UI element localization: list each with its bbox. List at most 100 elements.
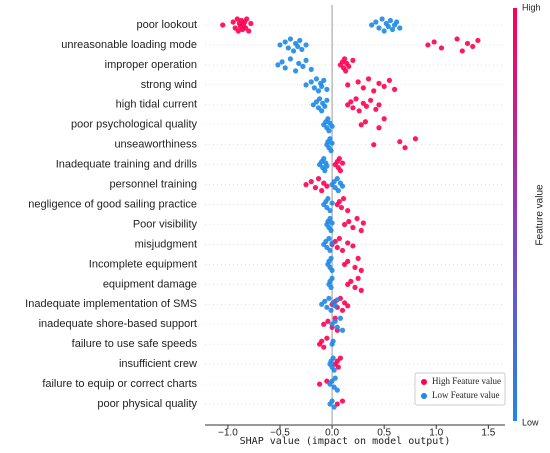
dot <box>230 19 236 25</box>
dot <box>376 80 382 86</box>
dot <box>315 176 322 182</box>
dot <box>368 97 374 103</box>
dot <box>285 45 291 51</box>
y-tick-label: poor lookout <box>136 19 197 31</box>
dot <box>303 57 309 64</box>
dot <box>308 179 314 185</box>
dot <box>369 22 375 28</box>
dot <box>248 20 254 27</box>
x-tick-label: −0.5 <box>270 428 290 439</box>
dot <box>412 136 419 142</box>
dot <box>475 37 481 44</box>
dot <box>360 220 366 226</box>
y-tick-label: improper operation <box>105 59 197 71</box>
dot <box>308 66 314 72</box>
dot <box>325 318 331 324</box>
dot <box>300 63 306 69</box>
dot <box>376 125 382 131</box>
dot <box>350 243 356 249</box>
dot <box>339 183 346 189</box>
x-tick-label: 1.5 <box>481 428 495 439</box>
legend-marker <box>421 379 427 385</box>
dot <box>464 40 471 47</box>
dot <box>339 247 346 254</box>
y-tick-label: failure to equip or correct charts <box>42 378 197 390</box>
dot <box>282 39 288 45</box>
dot <box>381 83 387 89</box>
dot <box>352 264 358 270</box>
dot <box>324 304 330 310</box>
y-tick-label: Inadequate implementation of SMS <box>25 298 197 310</box>
dot <box>334 387 340 393</box>
dot <box>328 255 334 261</box>
dot <box>308 79 314 85</box>
dot <box>235 28 241 34</box>
dot <box>322 168 328 174</box>
dot <box>312 185 319 191</box>
legend-marker <box>421 393 427 399</box>
y-tick-label: strong wind <box>141 79 197 91</box>
y-tick-label: failure to use safe speeds <box>72 338 198 350</box>
dot <box>326 235 332 242</box>
dot <box>335 188 341 194</box>
dot <box>373 19 379 25</box>
dot <box>336 235 342 242</box>
dot <box>220 22 226 28</box>
dot <box>337 315 344 321</box>
dot <box>385 23 391 30</box>
dot <box>303 82 309 88</box>
dot <box>295 43 301 50</box>
dot <box>327 247 333 254</box>
dot <box>332 303 338 309</box>
dot <box>316 96 323 102</box>
dot <box>324 183 330 189</box>
dot <box>339 327 346 333</box>
dot <box>282 65 288 71</box>
dot <box>363 103 370 109</box>
dot <box>352 284 358 290</box>
dot <box>335 364 341 370</box>
dot <box>358 227 364 234</box>
x-tick-label: 0.5 <box>377 428 391 439</box>
dot <box>315 88 322 94</box>
dot <box>246 28 252 34</box>
dot <box>350 224 356 231</box>
dot <box>360 85 366 91</box>
dot <box>327 207 333 214</box>
dot <box>343 68 349 74</box>
dot <box>324 97 330 103</box>
dot <box>325 116 331 122</box>
dot <box>358 267 364 273</box>
dot <box>279 59 285 65</box>
dot <box>327 136 333 142</box>
dot <box>350 57 356 64</box>
dot <box>244 16 250 22</box>
dot <box>332 318 338 324</box>
dot <box>303 182 309 188</box>
dot <box>387 17 394 24</box>
dot <box>331 367 337 373</box>
dot <box>371 88 377 94</box>
dot <box>365 76 372 82</box>
colorbar-low: Low <box>522 417 539 427</box>
y-tick-label: insufficient crew <box>119 358 197 370</box>
y-tick-label: inadequate shore-based support <box>39 318 197 330</box>
dot <box>319 108 325 114</box>
dot <box>329 398 335 404</box>
dot <box>329 267 335 273</box>
dot <box>319 83 325 89</box>
dot <box>362 119 369 125</box>
dot <box>328 284 334 290</box>
dot <box>389 26 396 33</box>
dot <box>328 307 334 313</box>
dot <box>329 140 335 146</box>
dot <box>376 25 382 31</box>
dot <box>322 298 328 304</box>
dot <box>358 122 364 128</box>
x-tick-label: 1.0 <box>429 428 443 439</box>
dot <box>336 156 342 162</box>
dot <box>402 145 408 151</box>
dot <box>324 163 330 169</box>
dot <box>334 297 340 303</box>
legend-label: High Feature value <box>432 376 501 386</box>
